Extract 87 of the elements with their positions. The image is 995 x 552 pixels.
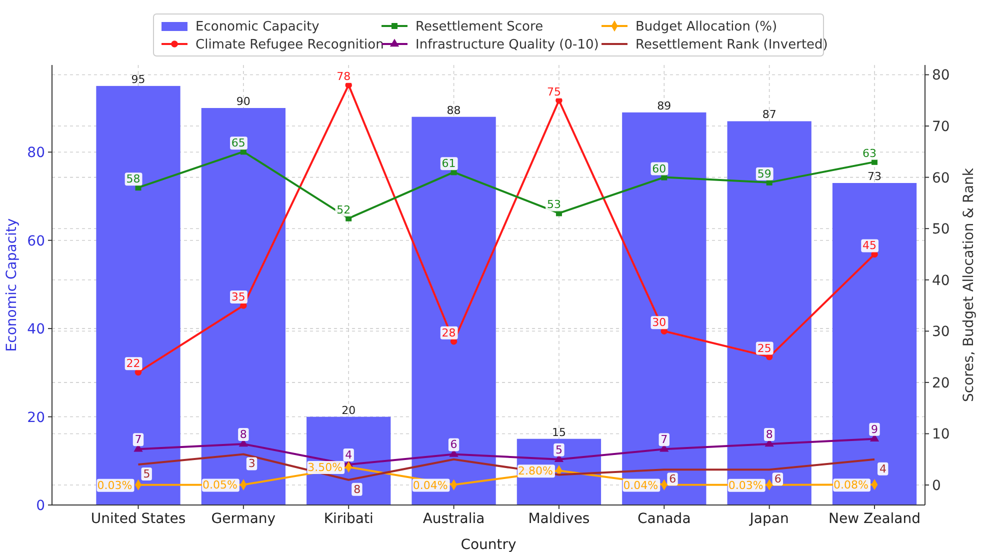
data-label: 7: [134, 433, 142, 446]
point: [238, 438, 248, 447]
bar: [412, 116, 496, 505]
data-label: 5: [555, 443, 562, 456]
data-label: 35: [231, 290, 246, 304]
annotation: 5: [143, 467, 150, 480]
x-tick-label: Canada: [638, 511, 691, 527]
data-label: 6: [450, 438, 458, 452]
annotation: 8: [354, 482, 361, 496]
data-label: 9: [871, 422, 878, 436]
data-label: 0.04%: [412, 478, 448, 492]
legend-label: Economic Capacity: [196, 20, 320, 34]
data-label: 65: [231, 136, 246, 150]
data-label: 0.03%: [728, 478, 764, 492]
data-label: 75: [546, 85, 561, 98]
data-label: 20: [342, 404, 356, 417]
data-label: 22: [126, 357, 140, 370]
data-label: 0.04%: [623, 478, 658, 492]
y-tick-label: 80: [27, 145, 45, 162]
bar: [622, 112, 706, 505]
data-label: 28: [442, 326, 456, 340]
annotation: 4: [880, 462, 887, 476]
annotation: 6: [774, 472, 782, 486]
y-tick-label: 40: [27, 322, 45, 338]
data-label: 8: [766, 428, 773, 441]
y2-tick-label: 20: [932, 375, 950, 392]
y2-tick-label: 0: [932, 478, 941, 494]
data-label: 78: [336, 70, 351, 83]
x-tick-label: Kiribati: [324, 511, 374, 527]
legend-label: Climate Refugee Recognition: [196, 38, 384, 52]
annotation: 3: [248, 457, 256, 470]
data-label: 63: [862, 146, 877, 160]
legend-label: Resettlement Score: [416, 20, 544, 34]
y-tick-label: 0: [36, 498, 45, 514]
y2-tick-label: 50: [932, 222, 950, 238]
bar: [96, 86, 180, 505]
legend-label: Infrastructure Quality (0-10): [416, 38, 599, 52]
data-label: 89: [657, 99, 672, 112]
point: [870, 434, 880, 442]
data-label: 88: [446, 104, 461, 117]
x-tick-label: Australia: [422, 511, 485, 527]
data-label: 0.08%: [834, 478, 869, 492]
data-label: 0.03%: [97, 478, 132, 492]
data-label: 52: [336, 203, 351, 216]
y2-tick-label: 60: [932, 170, 950, 186]
data-label: 45: [862, 239, 877, 252]
data-label: 0.05%: [202, 478, 238, 492]
bar: [727, 121, 812, 505]
data-label: 58: [126, 172, 140, 186]
y2-tick-label: 30: [932, 324, 950, 340]
annotation: 6: [669, 472, 676, 486]
y2-tick-label: 40: [932, 272, 950, 289]
data-label: 8: [240, 428, 247, 441]
y-tick-label: 20: [27, 410, 45, 426]
data-label: 60: [652, 162, 666, 176]
y2-tick-label: 70: [932, 119, 950, 136]
bar: [201, 108, 286, 505]
x-axis-title: Country: [460, 537, 516, 552]
data-label: 59: [757, 167, 772, 180]
legend-label: Budget Allocation (%): [636, 20, 778, 34]
x-tick-label: Maldives: [528, 511, 590, 527]
data-label: 3.50%: [308, 461, 343, 474]
data-label: 95: [131, 72, 146, 86]
data-label: 2.80%: [518, 464, 553, 478]
legend-label: Resettlement Rank (Inverted): [636, 38, 828, 52]
y2-axis-title: Scores, Budget Allocation & Rank: [961, 167, 977, 402]
data-label: 90: [236, 95, 250, 108]
data-label: 7: [660, 433, 668, 446]
x-tick-label: Germany: [211, 511, 276, 527]
y2-tick-label: 10: [932, 426, 950, 443]
data-label: 25: [757, 342, 772, 355]
point: [449, 448, 458, 457]
x-tick-label: New Zealand: [828, 511, 921, 527]
y-tick-label: 60: [27, 233, 45, 250]
data-label: 73: [868, 170, 882, 183]
data-label: 61: [442, 157, 456, 170]
y2-tick-label: 80: [932, 68, 950, 84]
data-label: 53: [546, 198, 561, 212]
data-label: 4: [345, 448, 352, 462]
point: [554, 454, 564, 462]
x-tick-label: United States: [90, 511, 186, 527]
data-label: 87: [762, 108, 776, 122]
data-label: 15: [552, 426, 566, 439]
data-label: 30: [652, 316, 666, 330]
y-axis-title: Economic Capacity: [4, 218, 20, 352]
x-tick-label: Japan: [748, 511, 789, 527]
bar: [832, 182, 917, 505]
